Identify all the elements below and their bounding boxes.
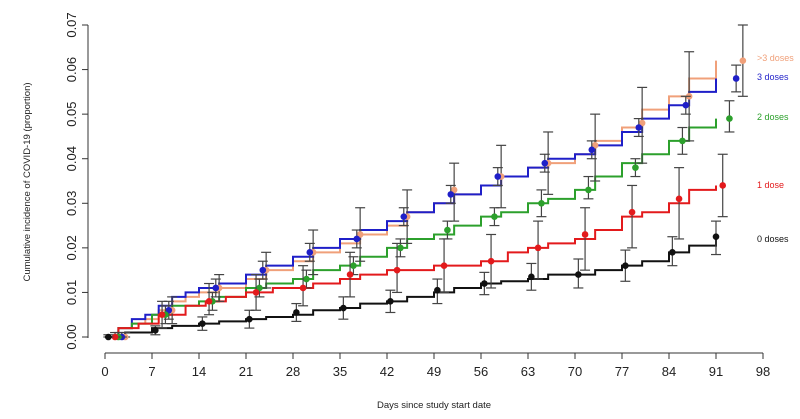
legend-label: >3 doses	[757, 53, 794, 63]
data-point	[346, 271, 354, 278]
series-1-dose	[105, 185, 717, 338]
step-line	[105, 238, 717, 338]
y-tick-label: 0.05	[64, 101, 79, 126]
legend-label: 1 dose	[757, 180, 784, 190]
data-point	[105, 333, 112, 341]
data-point	[487, 257, 495, 265]
data-point	[199, 320, 206, 327]
x-tick-label: 56	[474, 364, 488, 379]
data-point	[538, 199, 545, 207]
series-points	[103, 220, 721, 341]
data-point	[205, 298, 213, 305]
step-line	[105, 185, 717, 338]
data-point	[393, 266, 401, 274]
data-point	[622, 262, 629, 269]
data-point	[152, 327, 159, 334]
legend-label: 3 doses	[757, 72, 789, 82]
data-point	[434, 286, 441, 294]
series--3-doses	[105, 60, 717, 338]
x-tick-label: 28	[286, 364, 300, 379]
data-point	[444, 226, 451, 234]
legend-label: 0 doses	[757, 234, 789, 244]
data-point	[732, 75, 740, 82]
y-axis-title: Cumulative incidence of COVID-19 (propor…	[22, 82, 33, 281]
x-tick-label: 0	[101, 364, 108, 379]
data-point	[340, 304, 347, 312]
x-tick-label: 14	[192, 364, 206, 379]
y-tick-label: 0.01	[64, 280, 79, 305]
x-tick-label: 70	[568, 364, 582, 379]
y-tick-label: 0.02	[64, 235, 79, 260]
x-tick-label: 35	[333, 364, 347, 379]
data-point	[726, 115, 733, 122]
data-point	[293, 309, 300, 316]
data-point	[581, 231, 589, 238]
data-point	[679, 137, 686, 145]
x-tick-label: 21	[239, 364, 253, 379]
data-point	[669, 249, 676, 256]
series-3-doses	[105, 78, 717, 338]
data-point	[400, 213, 408, 220]
data-point	[588, 146, 596, 154]
x-tick-label: 63	[521, 364, 535, 379]
data-point	[712, 233, 720, 241]
data-point	[299, 284, 307, 292]
y-tick-label: 0.00	[64, 324, 79, 349]
x-tick-label: 84	[662, 364, 676, 379]
plot-area	[103, 24, 748, 341]
axes: 0.00 0.01 0.02 0.03 0.04 0.05 0.06 0.07 0 7 14 21 2…	[22, 12, 770, 411]
legend-label: 2 doses	[757, 112, 789, 122]
data-point	[252, 289, 260, 296]
series-0-doses	[105, 238, 717, 338]
data-point	[528, 273, 535, 281]
data-point	[212, 284, 220, 292]
x-axis-title: Days since study start date	[377, 400, 491, 411]
data-point	[353, 235, 361, 243]
series-points	[110, 153, 728, 341]
data-point	[303, 275, 310, 283]
x-tick-label: 77	[615, 364, 629, 379]
data-point	[534, 244, 542, 252]
data-point	[719, 182, 727, 189]
step-line	[105, 118, 717, 338]
data-point	[491, 213, 498, 220]
data-point	[632, 164, 639, 171]
x-tick-label: 7	[148, 364, 155, 379]
data-point	[259, 266, 267, 274]
y-tick-label: 0.03	[64, 191, 79, 216]
data-point	[387, 298, 394, 305]
data-point	[682, 101, 690, 109]
data-point	[635, 124, 643, 131]
x-tick-label: 91	[709, 364, 723, 379]
data-point	[440, 262, 448, 269]
x-tick-label: 98	[756, 364, 770, 379]
data-point	[447, 191, 455, 198]
data-point	[111, 333, 119, 341]
data-point	[575, 271, 582, 278]
data-point	[541, 159, 549, 167]
data-point	[350, 262, 357, 269]
y-tick-label: 0.07	[64, 12, 79, 37]
data-point	[481, 280, 488, 287]
data-point	[739, 57, 747, 64]
step-line	[105, 60, 717, 338]
data-point	[585, 186, 592, 194]
x-tick-label: 49	[427, 364, 441, 379]
data-point	[397, 244, 404, 252]
series-2-doses	[105, 118, 717, 338]
data-point	[675, 195, 683, 203]
x-tick-label: 42	[380, 364, 394, 379]
data-point	[306, 249, 314, 256]
y-tick-label: 0.04	[64, 146, 79, 171]
data-point	[494, 173, 502, 180]
data-point	[158, 311, 166, 319]
step-line	[105, 78, 717, 338]
legend: >3 doses 3 doses 2 doses 1 dose 0 doses	[757, 53, 794, 244]
y-tick-label: 0.06	[64, 57, 79, 82]
data-point	[628, 208, 636, 216]
data-point	[246, 315, 253, 323]
